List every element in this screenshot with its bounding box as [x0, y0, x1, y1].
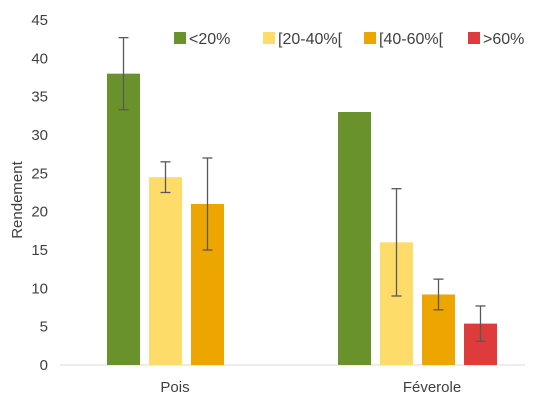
y-axis: 0 5 10 15 20 25 30 35 40 45 [31, 12, 48, 374]
x-tick-label: Pois [160, 379, 189, 396]
y-tick-label: 30 [31, 127, 48, 144]
y-axis-title: Rendement [9, 160, 26, 238]
error-bar [202, 157, 213, 251]
y-tick-label: 10 [31, 280, 48, 297]
error-bar [160, 161, 171, 194]
legend-swatch [364, 32, 376, 44]
y-tick-label: 25 [31, 165, 48, 182]
legend-item: <20% [174, 31, 230, 48]
error-bar [475, 305, 486, 342]
legend-item: [40-60%[ [364, 31, 444, 48]
legend-label: >60% [483, 31, 524, 48]
bar [107, 73, 140, 366]
bar [338, 112, 371, 365]
y-tick-label: 35 [31, 89, 48, 106]
y-tick-label: 5 [40, 319, 48, 336]
legend-item: >60% [468, 31, 524, 48]
error-bar [391, 188, 402, 297]
legend-label: [20-40%[ [278, 31, 343, 48]
y-tick-label: 45 [31, 12, 48, 29]
x-tick-label: Féverole [403, 379, 461, 396]
y-tick-label: 15 [31, 242, 48, 259]
error-bar [118, 36, 129, 111]
bar [149, 177, 182, 365]
y-tick-label: 20 [31, 204, 48, 221]
legend-item: [20-40%[ [263, 31, 343, 48]
legend-swatch [468, 32, 480, 44]
x-axis: Pois Féverole [160, 379, 461, 396]
error-bars [118, 36, 486, 342]
legend-label: [40-60%[ [379, 31, 444, 48]
legend: <20% [20-40%[ [40-60%[ >60% [174, 31, 524, 48]
y-tick-label: 0 [40, 357, 48, 374]
y-tick-label: 40 [31, 50, 48, 67]
error-bar [433, 278, 444, 311]
bars [107, 73, 497, 366]
legend-swatch [174, 32, 186, 44]
legend-swatch [263, 32, 275, 44]
legend-label: <20% [189, 31, 230, 48]
